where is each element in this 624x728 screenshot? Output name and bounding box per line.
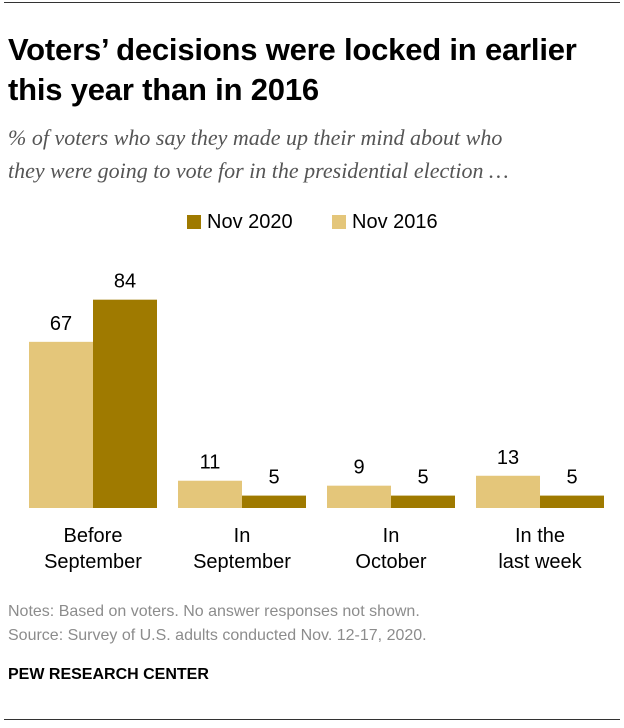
category-label-in-september-line-2: September — [193, 551, 291, 573]
chart-subtitle-line-2: they were going to vote for in the presi… — [8, 158, 509, 183]
legend-item-nov-2016: Nov 2016 — [332, 210, 438, 234]
data-label-in-the-last-week-nov-2016: 13 — [497, 447, 519, 469]
category-label-in-the-last-week-line-1: In the — [515, 525, 565, 547]
bottom-rule — [4, 719, 620, 720]
top-rule — [4, 2, 620, 3]
data-label-before-september-nov-2016: 67 — [50, 313, 72, 335]
legend-swatch-nov-2020 — [187, 215, 201, 229]
category-label-in-october-line-2: October — [355, 551, 426, 573]
chart-legend: Nov 2020 Nov 2016 — [0, 210, 624, 234]
category-label-in-october-line-1: In — [383, 525, 400, 547]
bar-in-the-last-week-nov-2016 — [476, 475, 540, 508]
bar-chart: 67 84 Before September 11 5 In September 9 5 In Oct… — [29, 271, 604, 573]
data-label-in-the-last-week-nov-2020: 5 — [566, 467, 577, 489]
data-label-in-september-nov-2016: 11 — [200, 452, 221, 474]
category-label-before-september-line-2: September — [44, 551, 142, 573]
chart-subtitle-line-1: % of voters who say they made up their m… — [8, 125, 503, 150]
bar-in-october-nov-2020 — [391, 495, 455, 508]
legend-item-nov-2020: Nov 2020 — [187, 210, 293, 234]
bar-before-september-nov-2016 — [29, 341, 93, 508]
pew-research-center-logo: PEW RESEARCH CENTER — [8, 666, 209, 683]
bar-in-october-nov-2016 — [327, 485, 391, 508]
legend-label-nov-2016: Nov 2016 — [352, 210, 438, 233]
bar-before-september-nov-2020 — [93, 299, 157, 508]
chart-subtitle: % of voters who say they made up their m… — [8, 121, 620, 187]
category-label-before-september-line-1: Before — [64, 525, 123, 547]
data-label-in-september-nov-2020: 5 — [268, 467, 279, 489]
legend-swatch-nov-2016 — [332, 215, 346, 229]
source-text: Source: Survey of U.S. adults conducted … — [8, 627, 427, 644]
chart-title-line-1: Voters’ decisions were locked in earlier — [8, 32, 577, 67]
category-label-in-september-line-1: In — [234, 525, 251, 547]
data-label-before-september-nov-2020: 84 — [114, 271, 136, 293]
data-label-in-october-nov-2020: 5 — [417, 467, 428, 489]
chart-notes: Notes: Based on voters. No answer respon… — [8, 600, 427, 648]
bar-in-the-last-week-nov-2020 — [540, 495, 604, 508]
legend-label-nov-2020: Nov 2020 — [207, 210, 293, 233]
notes-text: Notes: Based on voters. No answer respon… — [8, 603, 420, 620]
category-label-in-the-last-week-line-2: last week — [498, 551, 582, 573]
chart-title: Voters’ decisions were locked in earlier… — [8, 30, 618, 110]
chart-title-line-2: this year than in 2016 — [8, 72, 319, 107]
bar-in-september-nov-2020 — [242, 495, 306, 508]
data-label-in-october-nov-2016: 9 — [353, 457, 364, 479]
bar-in-september-nov-2016 — [178, 480, 242, 508]
